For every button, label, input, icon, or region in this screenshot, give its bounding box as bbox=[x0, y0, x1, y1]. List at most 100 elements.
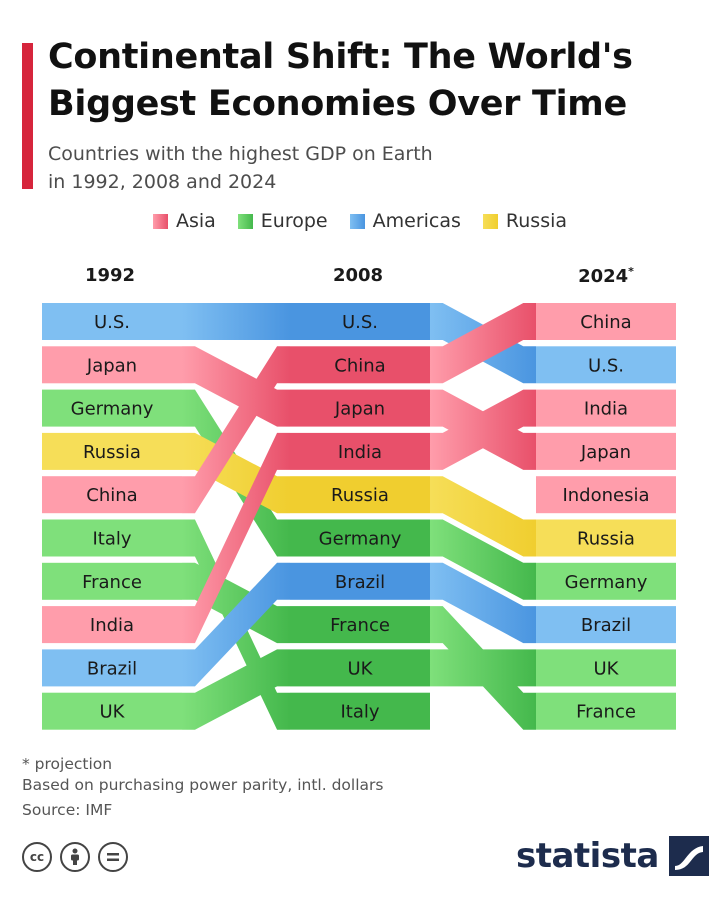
bar-germany-2024 bbox=[536, 562, 676, 600]
label-france-1992: France bbox=[82, 572, 142, 593]
bar-indonesia-2024 bbox=[536, 476, 676, 514]
year-label-1992: 1992 bbox=[84, 265, 136, 286]
subtitle: Countries with the highest GDP on Earth … bbox=[48, 140, 668, 196]
legend-item-europe: Europe bbox=[237, 210, 328, 232]
flow-russia-2008-2024 bbox=[430, 476, 536, 557]
statista-logo-icon bbox=[668, 836, 709, 876]
label-brazil-2024: Brazil bbox=[581, 615, 631, 636]
legend-swatch-asia bbox=[152, 213, 168, 229]
label-germany-2008: Germany bbox=[319, 529, 402, 550]
flow-u-s-1992-2008 bbox=[182, 303, 290, 340]
year-label-2024: 2024* bbox=[578, 265, 634, 287]
label-russia-2024: Russia bbox=[577, 529, 635, 550]
legend-item-asia: Asia bbox=[152, 210, 216, 232]
footnote-source: Source: IMF bbox=[22, 801, 113, 819]
flow-india-1992-2008 bbox=[182, 432, 290, 644]
label-india-1992: India bbox=[90, 615, 134, 636]
bar-brazil-1992 bbox=[42, 649, 182, 687]
legend-label-europe: Europe bbox=[260, 210, 328, 232]
bar-brazil-2008 bbox=[290, 562, 430, 600]
label-u-s-2008: U.S. bbox=[342, 312, 378, 333]
label-china-2024: China bbox=[580, 312, 631, 333]
bar-china-2008 bbox=[290, 346, 430, 384]
bar-russia-2008 bbox=[290, 476, 430, 514]
label-japan-2024: Japan bbox=[580, 442, 631, 463]
bar-japan-2008 bbox=[290, 389, 430, 427]
flow-uk-1992-2008 bbox=[182, 649, 290, 730]
bar-germany-1992 bbox=[42, 389, 182, 427]
legend-label-russia: Russia bbox=[505, 210, 568, 232]
flow-brazil-1992-2008 bbox=[182, 562, 290, 687]
flow-china-1992-2008 bbox=[182, 346, 290, 514]
label-uk-2024: UK bbox=[594, 658, 620, 679]
bar-uk-2024 bbox=[536, 649, 676, 687]
bar-russia-2024 bbox=[536, 519, 676, 557]
subtitle-line-1: Countries with the highest GDP on Earth bbox=[48, 143, 433, 165]
statista-logo[interactable]: statista bbox=[516, 836, 709, 876]
cc-icon[interactable]: cc bbox=[22, 842, 52, 872]
flow-germany-2008-2024 bbox=[430, 519, 536, 600]
legend-swatch-europe bbox=[237, 213, 253, 229]
label-uk-2008: UK bbox=[348, 658, 374, 679]
legend-item-russia: Russia bbox=[482, 210, 568, 232]
label-germany-2024: Germany bbox=[565, 572, 648, 593]
bar-germany-2008 bbox=[290, 519, 430, 557]
flow-uk-2008-2024 bbox=[430, 649, 536, 687]
bar-japan-2024 bbox=[536, 432, 676, 470]
bar-china-2024 bbox=[536, 303, 676, 340]
bar-u-s-2008 bbox=[290, 303, 430, 340]
footnote-projection: * projection bbox=[22, 755, 113, 773]
bar-china-1992 bbox=[42, 476, 182, 514]
flow-china-2008-2024 bbox=[430, 303, 536, 384]
subtitle-line-2: in 1992, 2008 and 2024 bbox=[48, 171, 277, 193]
bar-france-1992 bbox=[42, 562, 182, 600]
flow-japan-1992-2008 bbox=[182, 346, 290, 427]
bar-uk-1992 bbox=[42, 692, 182, 730]
label-russia-2008: Russia bbox=[331, 485, 389, 506]
label-russia-1992: Russia bbox=[83, 442, 141, 463]
flow-india-2008-2024 bbox=[430, 389, 536, 470]
bar-france-2008 bbox=[290, 606, 430, 644]
label-italy-2008: Italy bbox=[340, 702, 379, 723]
footnote-basis: Based on purchasing power parity, intl. … bbox=[22, 776, 384, 794]
brand-name: statista bbox=[516, 836, 659, 876]
label-brazil-1992: Brazil bbox=[87, 658, 137, 679]
no-derivatives-icon[interactable] bbox=[98, 842, 128, 872]
bar-india-1992 bbox=[42, 606, 182, 644]
label-italy-1992: Italy bbox=[92, 529, 131, 550]
bar-japan-1992 bbox=[42, 346, 182, 384]
legend-label-asia: Asia bbox=[175, 210, 216, 232]
bar-u-s-2024 bbox=[536, 346, 676, 384]
label-france-2024: France bbox=[576, 702, 636, 723]
license-icons: cc bbox=[22, 842, 128, 872]
label-u-s-1992: U.S. bbox=[94, 312, 130, 333]
legend-label-americas: Americas bbox=[372, 210, 461, 232]
label-u-s-2024: U.S. bbox=[588, 355, 624, 376]
legend-item-americas: Americas bbox=[349, 210, 461, 232]
label-china-2008: China bbox=[334, 355, 385, 376]
flow-brazil-2008-2024 bbox=[430, 562, 536, 644]
page-title: Continental Shift: The World's Biggest E… bbox=[48, 37, 633, 124]
bar-uk-2008 bbox=[290, 649, 430, 687]
bar-brazil-2024 bbox=[536, 606, 676, 644]
label-india-2008: India bbox=[338, 442, 382, 463]
bar-france-2024 bbox=[536, 692, 676, 730]
attribution-icon[interactable] bbox=[60, 842, 90, 872]
bar-italy-1992 bbox=[42, 519, 182, 557]
bump-chart: U.S. U.S. U.S. Japan Japan Japan Germany German… bbox=[42, 303, 676, 730]
label-japan-2008: Japan bbox=[334, 399, 385, 420]
legend-swatch-americas bbox=[349, 213, 365, 229]
bar-italy-2008 bbox=[290, 692, 430, 730]
label-india-2024: India bbox=[584, 399, 628, 420]
projection-marker: * bbox=[628, 265, 634, 278]
label-japan-1992: Japan bbox=[86, 355, 137, 376]
label-indonesia-2024: Indonesia bbox=[562, 485, 649, 506]
label-uk-1992: UK bbox=[100, 702, 126, 723]
accent-bar bbox=[22, 43, 33, 189]
bar-u-s-1992 bbox=[42, 303, 182, 340]
label-germany-1992: Germany bbox=[71, 399, 154, 420]
legend-swatch-russia bbox=[482, 213, 498, 229]
label-china-1992: China bbox=[86, 485, 137, 506]
bar-india-2024 bbox=[536, 389, 676, 427]
label-brazil-2008: Brazil bbox=[335, 572, 385, 593]
